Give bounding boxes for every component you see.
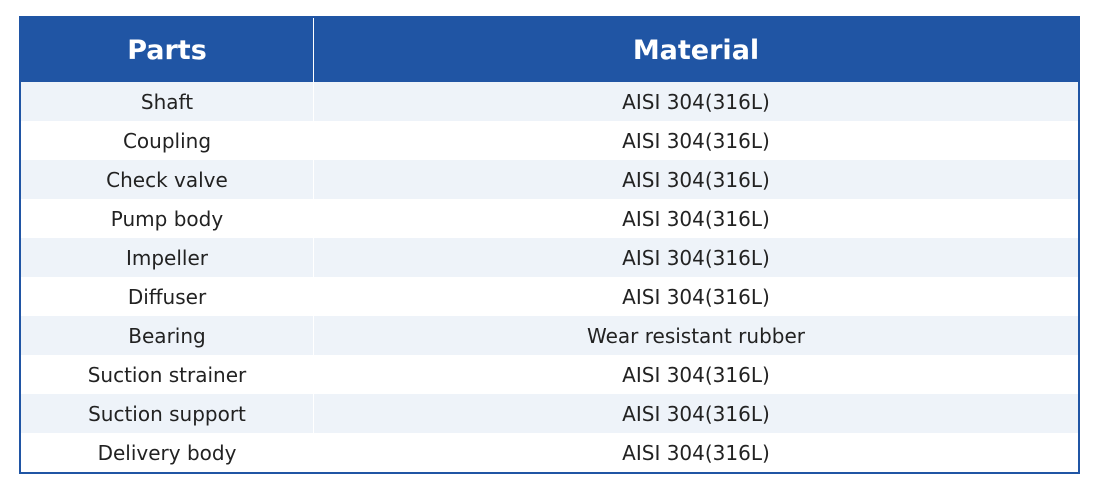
- table-row: Coupling AISI 304(316L): [21, 121, 1078, 160]
- table-cell: AISI 304(316L): [622, 89, 770, 114]
- table-cell: Pump body: [21, 199, 314, 238]
- table-row: Shaft AISI 304(316L): [21, 82, 1078, 121]
- table-cell: Suction strainer: [21, 355, 314, 394]
- table: Parts Material Shaft AISI 304(316L) Coupli…: [19, 16, 1080, 474]
- table-cell: Delivery body: [21, 433, 314, 472]
- table-row: Suction support AISI 304(316L): [21, 394, 1078, 433]
- table-cell: Bearing: [21, 316, 314, 355]
- table-cell: Shaft: [21, 82, 314, 121]
- table-row: Bearing Wear resistant rubber: [21, 316, 1078, 355]
- table-row: Pump body AISI 304(316L): [21, 199, 1078, 238]
- header-row: Parts Material: [21, 18, 1078, 82]
- table-cell: Wear resistant rubber: [586, 323, 806, 348]
- table-cell: AISI 304(316L): [622, 128, 770, 153]
- table-cell: AISI 304(316L): [622, 167, 770, 192]
- table-row: Delivery body AISI 304(316L): [21, 433, 1078, 472]
- table-cell: Coupling: [21, 121, 314, 160]
- header-cell: Material: [632, 34, 760, 66]
- table-cell: AISI 304(316L): [622, 245, 770, 270]
- table-cell: AISI 304(316L): [622, 440, 770, 465]
- table-cell: Suction support: [21, 394, 314, 433]
- table-row: Check valve AISI 304(316L): [21, 160, 1078, 199]
- table-cell: AISI 304(316L): [622, 284, 770, 309]
- table-cell: AISI 304(316L): [622, 362, 770, 387]
- table-cell: Check valve: [21, 160, 314, 199]
- table-cell: AISI 304(316L): [622, 401, 770, 426]
- table-cell: Diffuser: [21, 277, 314, 316]
- table-row: Suction strainer AISI 304(316L): [21, 355, 1078, 394]
- table-cell: AISI 304(316L): [622, 206, 770, 231]
- table-cell: Impeller: [21, 238, 314, 277]
- header-cell: Parts: [21, 18, 314, 82]
- table-row: Diffuser AISI 304(316L): [21, 277, 1078, 316]
- table-row: Impeller AISI 304(316L): [21, 238, 1078, 277]
